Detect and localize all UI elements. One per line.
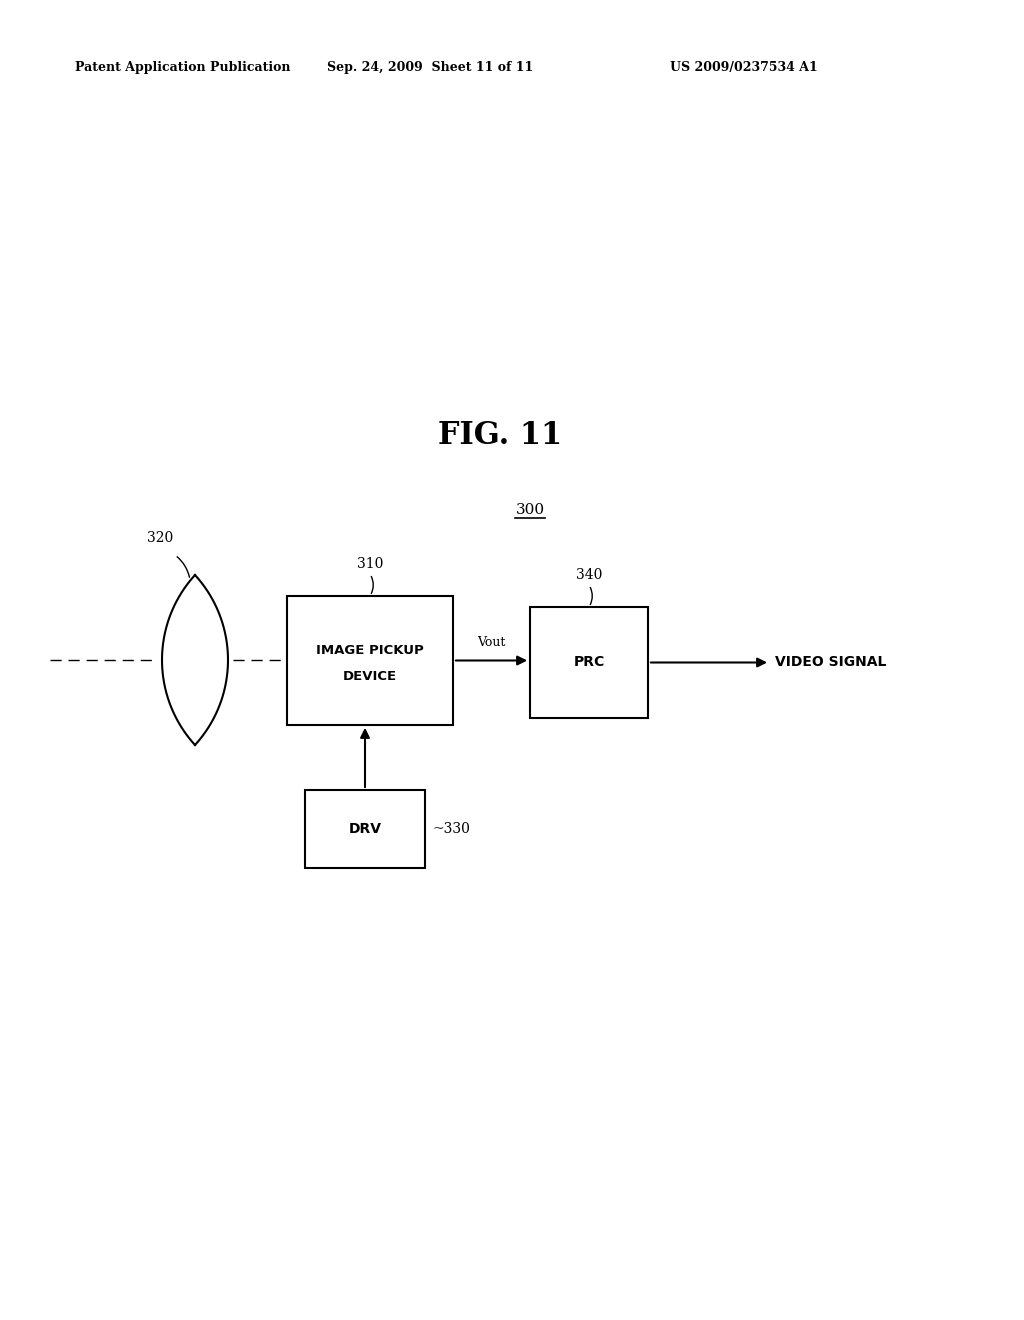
Text: Sep. 24, 2009  Sheet 11 of 11: Sep. 24, 2009 Sheet 11 of 11 — [327, 62, 534, 74]
Text: IMAGE PICKUP: IMAGE PICKUP — [316, 644, 424, 657]
Text: 310: 310 — [356, 557, 383, 572]
Bar — [287, 597, 453, 725]
Text: 300: 300 — [515, 503, 545, 517]
Text: 340: 340 — [575, 568, 602, 582]
Text: DRV: DRV — [348, 822, 382, 836]
Text: FIG. 11: FIG. 11 — [438, 420, 562, 450]
Text: Patent Application Publication: Patent Application Publication — [75, 62, 291, 74]
Bar — [530, 607, 648, 718]
Text: VIDEO SIGNAL: VIDEO SIGNAL — [775, 656, 887, 669]
Text: DEVICE: DEVICE — [343, 671, 397, 682]
Text: Vout: Vout — [477, 635, 506, 648]
Bar — [305, 789, 425, 869]
Text: PRC: PRC — [573, 656, 604, 669]
Text: 320: 320 — [146, 531, 173, 545]
Text: ~330: ~330 — [433, 822, 471, 836]
Text: US 2009/0237534 A1: US 2009/0237534 A1 — [670, 62, 818, 74]
